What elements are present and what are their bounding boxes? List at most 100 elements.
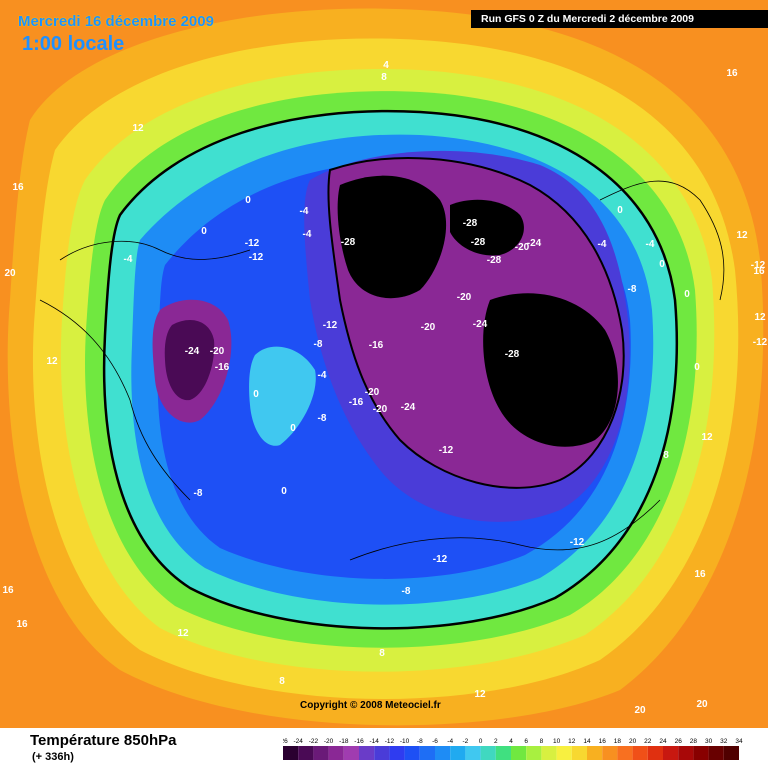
legend-tick-label: -16 <box>354 738 364 745</box>
legend-tick-label: 0 <box>479 738 483 745</box>
legend-swatch <box>708 746 724 760</box>
legend-swatch <box>663 746 679 760</box>
legend-tick-label: -14 <box>369 738 379 745</box>
map-value-label: 20 <box>634 705 646 716</box>
legend-swatch <box>495 746 511 760</box>
temperature-map: -28-28-28-28-28-20-24-20-24-20-20-24-16-… <box>0 0 768 728</box>
legend-tick-label: 20 <box>629 738 637 745</box>
map-value-label: 20 <box>4 268 16 279</box>
map-value-label: 0 <box>659 259 665 270</box>
map-value-label: -4 <box>318 370 327 381</box>
legend-swatch <box>541 746 557 760</box>
legend-tick-label: -12 <box>385 738 395 745</box>
map-value-label: -4 <box>124 254 133 265</box>
map-value-label: 12 <box>132 123 144 134</box>
legend-tick-label: 28 <box>690 738 698 745</box>
map-value-label: 16 <box>726 68 738 79</box>
legend-swatch <box>571 746 587 760</box>
map-value-label: 16 <box>753 266 765 277</box>
legend-tick-label: -6 <box>432 738 438 745</box>
map-value-label: -4 <box>598 239 607 250</box>
variable-title: Température 850hPa <box>30 732 177 749</box>
map-value-label: 4 <box>383 60 389 71</box>
map-value-label: 8 <box>381 72 387 83</box>
legend-swatch <box>693 746 709 760</box>
map-value-label: 16 <box>16 619 28 630</box>
color-legend: -26-24-22-20-18-16-14-12-10-8-6-4-202468… <box>283 738 743 760</box>
map-value-label: -24 <box>473 319 488 330</box>
map-value-label: -8 <box>628 284 637 295</box>
map-value-label: 0 <box>245 195 251 206</box>
map-value-label: 12 <box>701 432 713 443</box>
legend-tick-label: 10 <box>553 738 561 745</box>
legend-tick-label: 26 <box>675 738 683 745</box>
legend-swatch <box>465 746 481 760</box>
map-value-label: -24 <box>401 402 416 413</box>
contour-zero <box>102 109 679 630</box>
legend-swatch <box>617 746 633 760</box>
map-value-label: 20 <box>696 699 708 710</box>
map-value-label: 12 <box>177 628 189 639</box>
legend-tick-label: 8 <box>540 738 544 745</box>
legend-tick-label: 12 <box>568 738 576 745</box>
legend-swatch <box>343 746 359 760</box>
map-value-label: 8 <box>379 648 385 659</box>
zone-cold-pocket-core <box>164 320 215 401</box>
map-value-label: 12 <box>474 689 486 700</box>
map-value-label: 16 <box>2 585 14 596</box>
zone-minus28-north <box>450 199 524 256</box>
map-value-label: 0 <box>290 423 296 434</box>
map-value-label: 12 <box>46 356 58 367</box>
legend-tick-label: 2 <box>494 738 498 745</box>
copyright: Copyright © 2008 Meteociel.fr <box>300 700 441 711</box>
legend-swatch <box>526 746 542 760</box>
contour-minus20 <box>327 157 625 489</box>
map-value-label: -24 <box>185 346 200 357</box>
legend-swatch <box>480 746 496 760</box>
legend-tick-label: -20 <box>324 738 334 745</box>
legend-tick-label: -18 <box>339 738 349 745</box>
legend-tick-label: 24 <box>659 738 667 745</box>
map-value-label: -28 <box>471 237 486 248</box>
map-value-label: -20 <box>515 242 530 253</box>
map-value-label: 16 <box>694 569 706 580</box>
forecast-horizon: (+ 336h) <box>32 751 74 763</box>
map-value-label: -16 <box>369 340 384 351</box>
coastline-north-america <box>39 240 251 501</box>
legend-tick-label: -26 <box>283 738 288 745</box>
zone-minus28-east <box>483 293 618 447</box>
zone-minus28-west <box>337 175 447 299</box>
legend-tick-label: -10 <box>400 738 410 745</box>
legend-swatch <box>419 746 435 760</box>
map-value-label: -20 <box>210 346 225 357</box>
legend-swatch <box>435 746 451 760</box>
legend-swatch <box>678 746 694 760</box>
map-value-label: -28 <box>505 349 520 360</box>
map-value-label: 12 <box>754 312 766 323</box>
legend-swatch <box>359 746 375 760</box>
legend-tick-label: 4 <box>509 738 513 745</box>
map-value-label: 0 <box>253 389 259 400</box>
legend-swatch <box>328 746 344 760</box>
map-value-label: -8 <box>318 413 327 424</box>
map-value-label: -16 <box>215 362 230 373</box>
forecast-local-time: 1:00 locale <box>22 33 125 55</box>
legend-swatch <box>723 746 739 760</box>
map-value-label: -24 <box>527 238 542 249</box>
map-value-label: 16 <box>12 182 24 193</box>
map-value-label: -8 <box>194 488 203 499</box>
map-value-label: -28 <box>341 237 356 248</box>
run-info-banner: Run GFS 0 Z du Mercredi 2 décembre 2009 <box>471 10 768 28</box>
map-value-label: -12 <box>439 445 454 456</box>
map-value-label: 12 <box>736 230 748 241</box>
legend-tick-label: 32 <box>720 738 728 745</box>
map-value-label: -12 <box>245 238 260 249</box>
map-value-label: 0 <box>684 289 690 300</box>
legend-tick-label: 14 <box>583 738 591 745</box>
map-value-label: -12 <box>753 337 768 348</box>
legend-tick-label: -2 <box>463 738 469 745</box>
map-value-label: -16 <box>349 397 364 408</box>
map-value-label: -28 <box>463 218 478 229</box>
map-value-label: -12 <box>751 260 766 271</box>
